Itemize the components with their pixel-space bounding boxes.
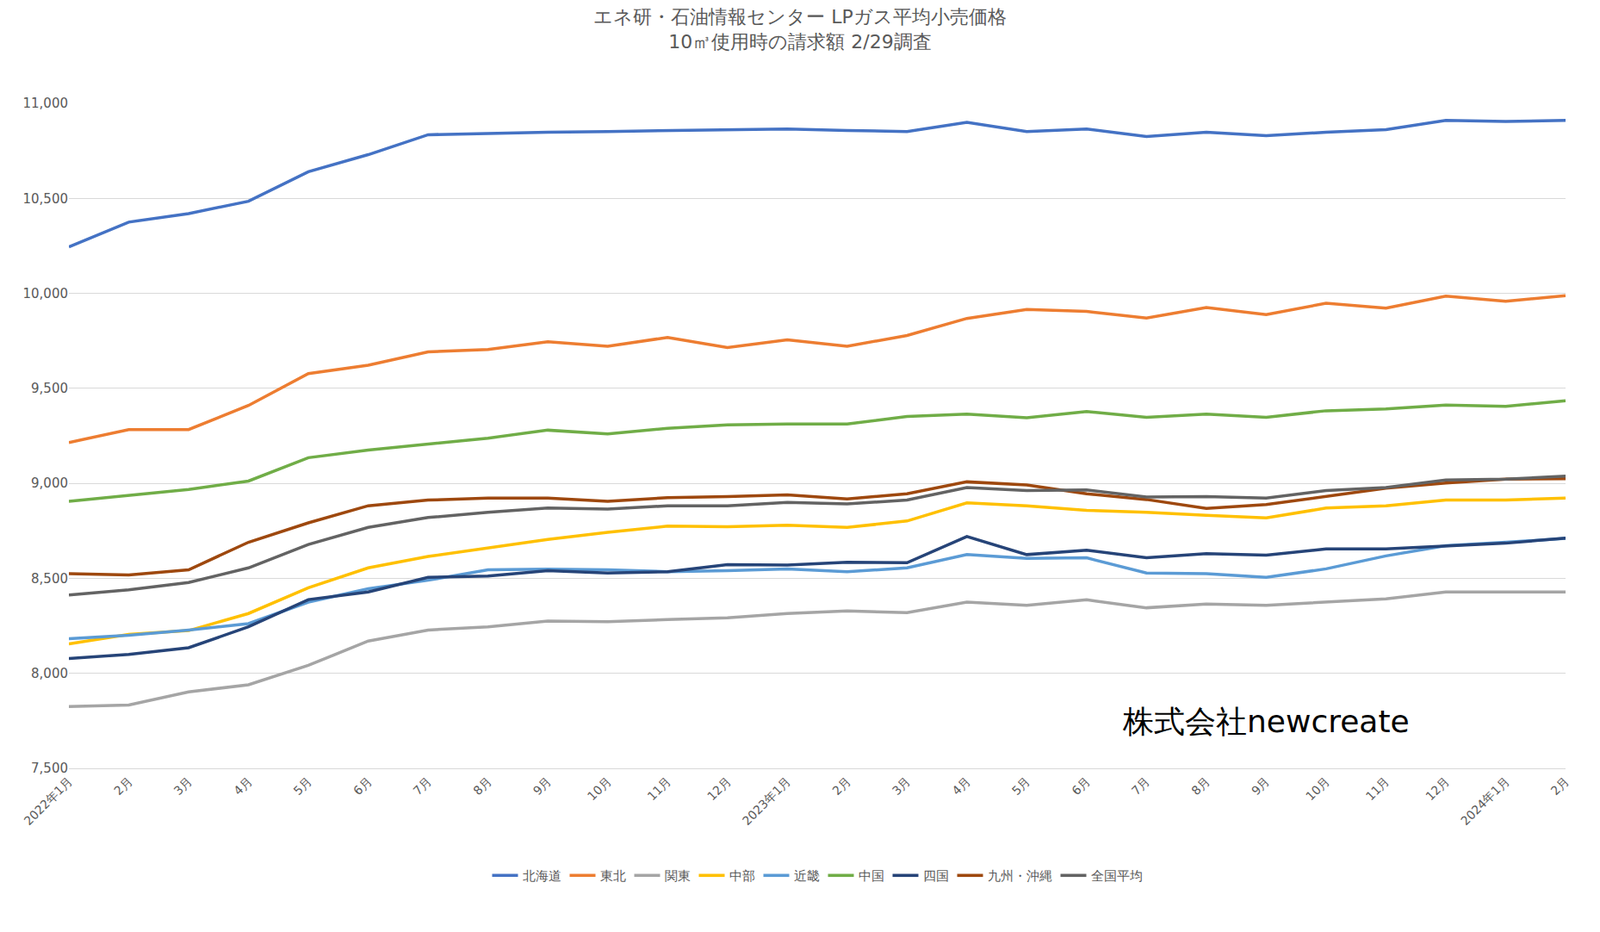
svg-text:株式会社newcreate: 株式会社newcreate bbox=[1122, 703, 1410, 739]
svg-text:8,500: 8,500 bbox=[31, 570, 69, 587]
svg-text:9,000: 9,000 bbox=[31, 475, 69, 491]
svg-text:8,000: 8,000 bbox=[31, 665, 69, 682]
svg-text:7,500: 7,500 bbox=[31, 760, 69, 776]
svg-text:8月: 8月 bbox=[1188, 774, 1213, 799]
svg-text:全国平均: 全国平均 bbox=[1091, 868, 1143, 884]
svg-text:四国: 四国 bbox=[923, 868, 949, 884]
svg-text:2024年1月: 2024年1月 bbox=[1457, 774, 1513, 829]
svg-text:5月: 5月 bbox=[1009, 774, 1034, 799]
svg-text:9月: 9月 bbox=[1248, 774, 1273, 799]
svg-text:近畿: 近畿 bbox=[793, 868, 820, 884]
svg-text:中国: 中国 bbox=[858, 868, 885, 884]
svg-text:8月: 8月 bbox=[470, 774, 495, 799]
svg-text:9月: 9月 bbox=[530, 774, 555, 799]
svg-text:6月: 6月 bbox=[350, 774, 375, 799]
svg-text:6月: 6月 bbox=[1068, 774, 1093, 799]
svg-text:2023年1月: 2023年1月 bbox=[739, 774, 794, 829]
svg-text:12月: 12月 bbox=[704, 774, 734, 804]
svg-text:九州・沖縄: 九州・沖縄 bbox=[987, 868, 1053, 884]
svg-text:関東: 関東 bbox=[664, 868, 691, 884]
svg-text:東北: 東北 bbox=[600, 868, 627, 884]
svg-text:7月: 7月 bbox=[410, 774, 435, 799]
svg-text:9,500: 9,500 bbox=[31, 380, 69, 397]
svg-text:エネ研・石油情報センター LPガス平均小売価格10㎥使用時の: エネ研・石油情報センター LPガス平均小売価格10㎥使用時の請求額 2/29調査 bbox=[593, 6, 1007, 53]
svg-text:3月: 3月 bbox=[889, 774, 914, 799]
svg-text:中部: 中部 bbox=[729, 868, 756, 884]
svg-text:4月: 4月 bbox=[230, 774, 255, 799]
svg-text:2月: 2月 bbox=[111, 774, 136, 799]
svg-text:10月: 10月 bbox=[1302, 774, 1333, 804]
svg-text:10,500: 10,500 bbox=[23, 191, 69, 207]
svg-text:5月: 5月 bbox=[291, 774, 316, 799]
svg-text:11月: 11月 bbox=[1363, 774, 1393, 804]
svg-text:北海道: 北海道 bbox=[522, 868, 562, 884]
svg-text:10月: 10月 bbox=[584, 774, 614, 804]
svg-text:10,000: 10,000 bbox=[23, 285, 69, 302]
svg-text:11月: 11月 bbox=[644, 774, 674, 804]
svg-text:2月: 2月 bbox=[1548, 774, 1573, 799]
svg-text:2月: 2月 bbox=[829, 774, 854, 799]
svg-text:2022年1月: 2022年1月 bbox=[20, 774, 75, 829]
svg-text:3月: 3月 bbox=[171, 774, 196, 799]
svg-text:11,000: 11,000 bbox=[23, 95, 69, 112]
svg-text:12月: 12月 bbox=[1422, 774, 1452, 804]
svg-text:7月: 7月 bbox=[1128, 774, 1154, 799]
svg-text:4月: 4月 bbox=[948, 774, 974, 799]
